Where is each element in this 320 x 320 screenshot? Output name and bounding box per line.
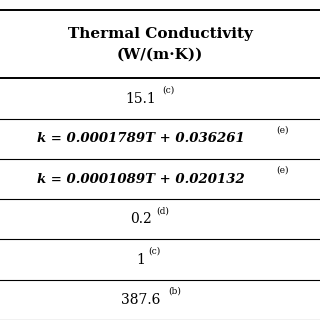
- Text: 1: 1: [136, 252, 145, 267]
- Text: (b): (b): [168, 287, 181, 296]
- Text: (W/(m·K)): (W/(m·K)): [117, 47, 203, 61]
- Text: (c): (c): [162, 85, 174, 94]
- Text: (d): (d): [156, 206, 169, 215]
- Text: 15.1: 15.1: [125, 92, 156, 106]
- Text: k = 0.0001089T + 0.020132: k = 0.0001089T + 0.020132: [37, 172, 245, 186]
- Text: Thermal Conductivity: Thermal Conductivity: [68, 27, 252, 41]
- Text: k = 0.0001789T + 0.036261: k = 0.0001789T + 0.036261: [37, 132, 245, 145]
- Text: (e): (e): [276, 166, 289, 175]
- Text: 0.2: 0.2: [130, 212, 152, 226]
- Text: 387.6: 387.6: [121, 293, 161, 307]
- Text: (e): (e): [276, 126, 289, 135]
- Text: (c): (c): [148, 246, 160, 255]
